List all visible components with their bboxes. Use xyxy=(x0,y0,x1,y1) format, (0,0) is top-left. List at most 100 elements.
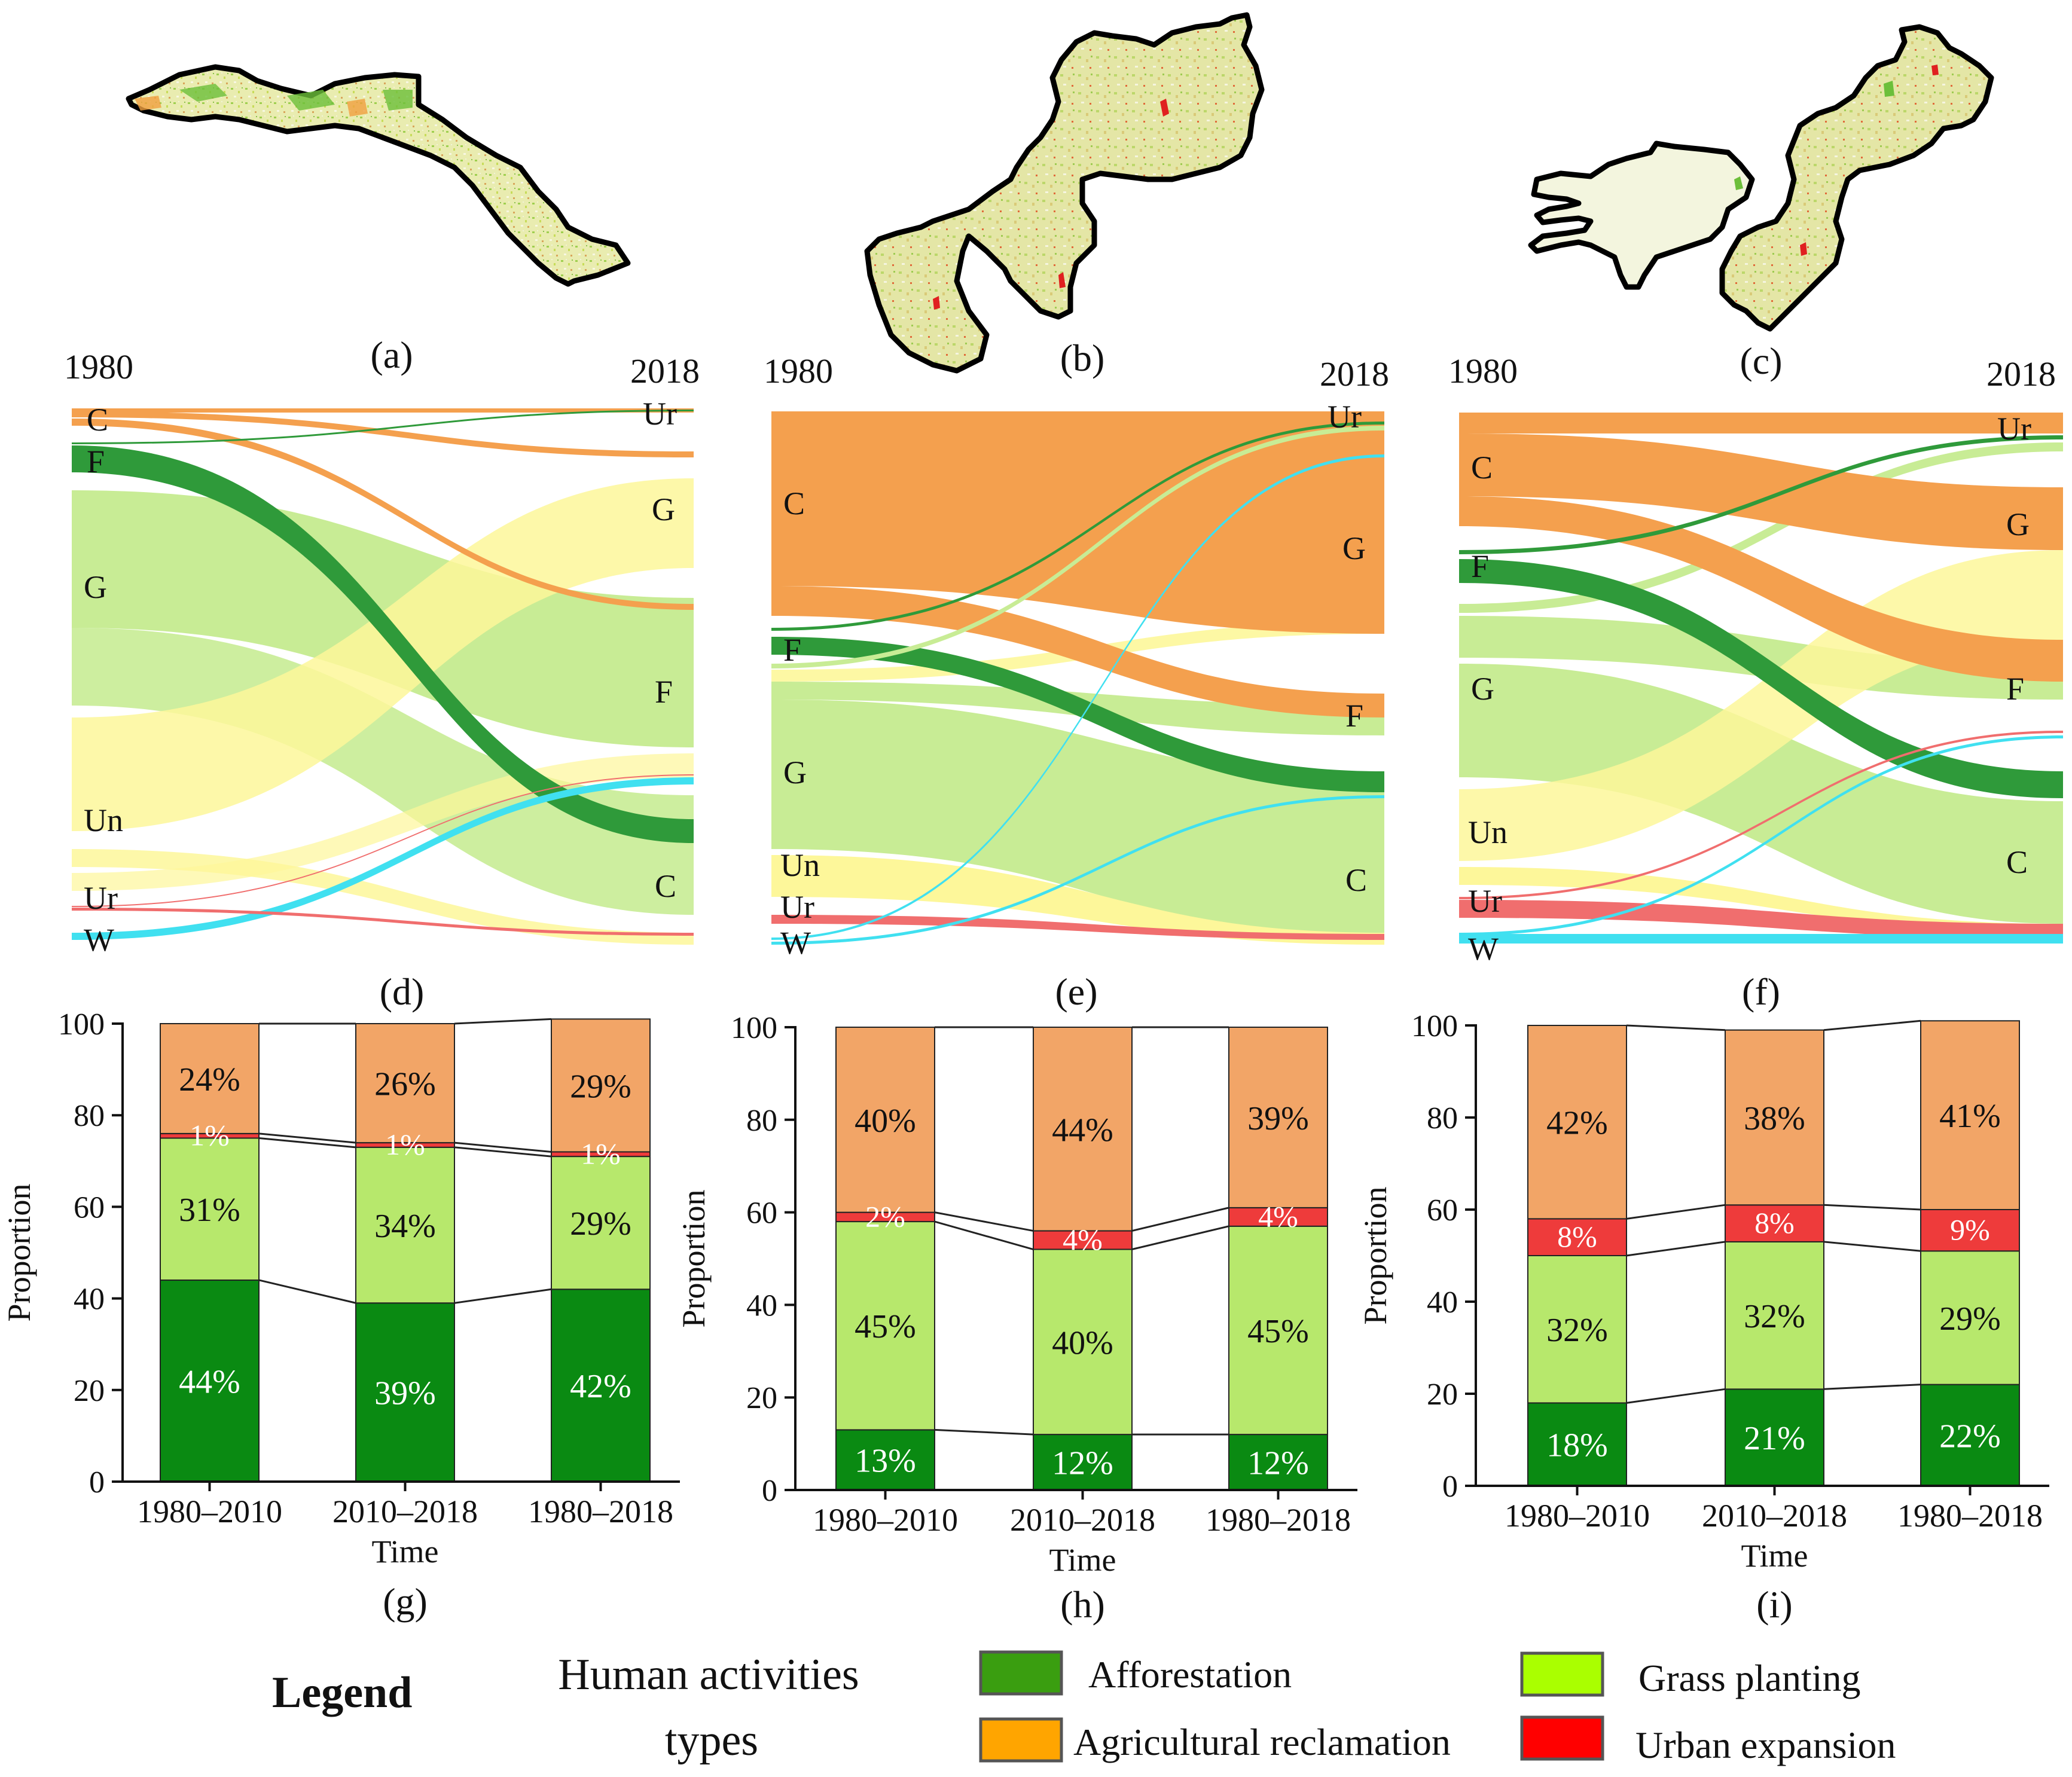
bar-afforestation-1 xyxy=(1033,1434,1133,1491)
sankey-f-right-C: C xyxy=(2006,844,2028,880)
map-c-left-shape xyxy=(1528,141,1755,290)
y-tick-label: 80 xyxy=(746,1104,777,1138)
flow-C-Ur xyxy=(771,411,1384,419)
bar-afforestation-0 xyxy=(835,1429,935,1491)
bar-urban-1 xyxy=(1033,1230,1133,1250)
bar-chart-panel-label: (g) xyxy=(383,1580,428,1623)
map-b-label: (b) xyxy=(1060,337,1105,379)
sankey-f-left-Un: Un xyxy=(1468,814,1508,850)
y-tick-label: 100 xyxy=(58,1007,105,1042)
bar-connector-line xyxy=(1626,1388,1726,1404)
bar-connector-line xyxy=(454,1288,552,1304)
sankey-f-label: (f) xyxy=(1742,970,1780,1013)
bar-agri-0 xyxy=(835,1027,935,1213)
flow-C-G xyxy=(1459,433,2063,550)
bar-agri-1 xyxy=(355,1023,455,1144)
x-axis-title: Time xyxy=(371,1534,438,1570)
bar-label-urban-2: 4% xyxy=(1258,1199,1298,1233)
map-a-label: (a) xyxy=(370,334,413,376)
bar-afforestation-1 xyxy=(355,1302,455,1482)
bar-label-afforestation-1: 21% xyxy=(1744,1420,1805,1457)
bar-grass-0 xyxy=(1527,1255,1627,1404)
sankey-d-year-start: 1980 xyxy=(64,347,133,386)
map-a xyxy=(126,64,631,287)
map-a-green-patches xyxy=(179,84,413,111)
sankey-e-left-F: F xyxy=(783,632,801,668)
sankey-e-year-start: 1980 xyxy=(764,352,833,390)
bar-label-urban-1: 1% xyxy=(385,1128,425,1161)
bar-connector-line xyxy=(1823,1204,1921,1211)
flow-Un-G xyxy=(72,478,694,831)
bar-chart-panel-label: (i) xyxy=(1756,1583,1792,1626)
sankey-d-left-Ur: Ur xyxy=(84,880,118,916)
sankey-e-year-end: 2018 xyxy=(1320,355,1389,393)
bar-grass-0 xyxy=(835,1221,935,1431)
bar-label-urban-2: 9% xyxy=(1950,1213,1990,1247)
bar-chart-h: 13% 45% 2% 40% 12% 40% 4% 44% 12% 45% 4% 39% 0 20 40 60… xyxy=(676,1011,1357,1626)
bar-agri-2 xyxy=(551,1018,651,1153)
sankey-e-label: (e) xyxy=(1055,970,1097,1013)
sankey-f-right-Ur: Ur xyxy=(1997,411,2031,447)
bar-chart-i: 18% 32% 8% 42% 21% 32% 8% 38% 22% 29% 9% 41% 0 20 40 60… xyxy=(1357,1009,2049,1626)
bar-agri-2 xyxy=(1228,1027,1328,1208)
flow-C-Ur xyxy=(72,408,694,413)
y-tick-label: 80 xyxy=(1427,1101,1458,1135)
bar-connector-line xyxy=(1131,1225,1229,1250)
legend-swatch-urban-expansion xyxy=(1520,1715,1604,1761)
bar-label-urban-2: 1% xyxy=(581,1137,621,1170)
bar-label-grass-1: 34% xyxy=(374,1208,436,1245)
bar-label-urban-1: 4% xyxy=(1063,1223,1103,1256)
flow-C-F xyxy=(1459,496,2063,682)
sankey-d: 1980 2018 C F G Un Ur W Ur G F C (d) xyxy=(64,347,700,1013)
sankey-f-left-G: G xyxy=(1471,671,1494,707)
bar-agri-1 xyxy=(1725,1029,1824,1206)
bar-label-afforestation-0: 44% xyxy=(179,1363,240,1400)
bar-connector-line xyxy=(1626,1024,1726,1031)
x-tick-label: 1980–2018 xyxy=(1206,1502,1351,1538)
bar-connector-line xyxy=(1823,1019,1921,1031)
bar-chart-g: 44% 31% 1% 24% 39% 34% 1% 26% 42% 29% 1% 29% 0 20 40 60… xyxy=(1,1007,680,1623)
y-tick-label: 100 xyxy=(1411,1009,1458,1043)
bar-label-grass-0: 32% xyxy=(1546,1312,1608,1349)
legend-label-afforestation: Afforestation xyxy=(1088,1653,1292,1696)
bar-connector-line xyxy=(1626,1241,1726,1257)
x-tick-label: 1980–2010 xyxy=(137,1494,282,1529)
bar-afforestation-0 xyxy=(160,1279,260,1482)
flow-Un-C xyxy=(771,855,1384,945)
bar-connector-line xyxy=(1823,1241,1921,1252)
map-a-orange-patches xyxy=(135,96,368,117)
flow-G-C xyxy=(771,700,1384,939)
bar-connector-line xyxy=(454,1141,552,1153)
legend-swatch-afforestation xyxy=(979,1650,1063,1696)
bar-connector-line xyxy=(258,1132,356,1144)
y-tick-label: 20 xyxy=(1427,1378,1458,1412)
legend-label-agricultural-reclamation: Agricultural reclamation xyxy=(1073,1721,1451,1763)
y-tick-label: 40 xyxy=(746,1289,777,1323)
bar-label-urban-0: 1% xyxy=(190,1119,230,1152)
bar-label-grass-2: 45% xyxy=(1247,1313,1309,1350)
bar-label-urban-0: 8% xyxy=(1557,1220,1597,1253)
bar-connector-line xyxy=(934,1220,1034,1250)
bar-connector-line xyxy=(454,1018,552,1025)
y-tick-label: 0 xyxy=(762,1474,777,1508)
bar-chart-panel-label: (h) xyxy=(1060,1583,1105,1626)
sankey-e-right-F: F xyxy=(1345,698,1363,734)
sankey-d-label: (d) xyxy=(380,970,425,1013)
map-c-right-shape xyxy=(1719,24,1994,332)
bar-grass-0 xyxy=(160,1137,260,1281)
bar-label-afforestation-1: 12% xyxy=(1052,1445,1113,1482)
bar-urban-2 xyxy=(1228,1207,1328,1227)
bar-grass-2 xyxy=(1228,1225,1328,1436)
flow-C-F xyxy=(771,586,1384,717)
sankey-e-flows xyxy=(771,411,1384,945)
sankey-d-right-C: C xyxy=(655,868,676,904)
flow-C-G xyxy=(72,411,694,457)
bar-label-afforestation-2: 12% xyxy=(1247,1445,1309,1482)
sankey-d-right-Ur: Ur xyxy=(643,396,677,432)
sankey-f-left-Ur: Ur xyxy=(1468,883,1502,919)
sankey-f-left-W: W xyxy=(1468,931,1499,967)
y-axis-title: Proportion xyxy=(1357,1186,1393,1324)
bar-label-agri-1: 26% xyxy=(374,1066,436,1103)
map-b-shape xyxy=(864,12,1265,374)
